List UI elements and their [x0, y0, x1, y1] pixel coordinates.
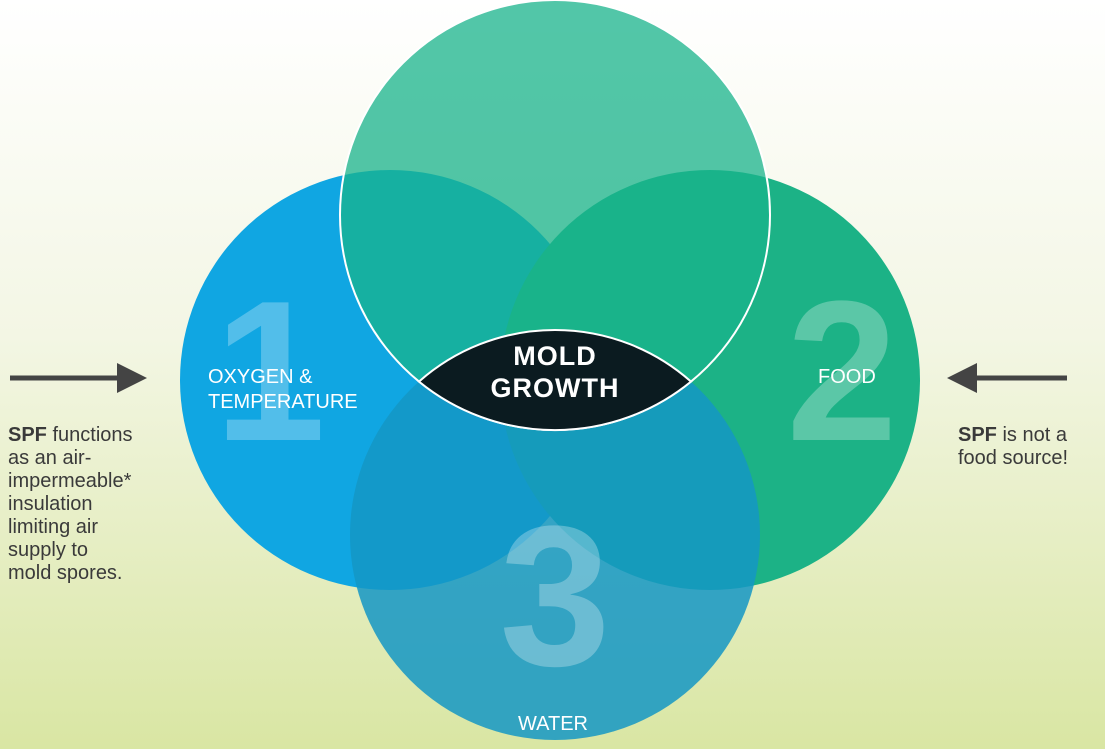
- text-line: mold spores.: [8, 562, 123, 584]
- text-line: limiting air: [8, 516, 98, 538]
- text-line: is not a: [997, 424, 1068, 446]
- number: 1: [214, 260, 325, 483]
- text-line: FOOD: [818, 366, 876, 388]
- text-line: TEMPERATURE: [208, 391, 358, 413]
- text-line: WATER: [518, 713, 588, 735]
- note: SPF functions as an air- impermeable* in…: [8, 424, 138, 584]
- center-label: MOLD GROWTH: [491, 341, 620, 403]
- note: SPF is not a food source!: [958, 424, 1073, 469]
- text-line: insulation: [8, 493, 93, 515]
- text-line: OXYGEN &: [208, 366, 313, 388]
- text-line: impermeable*: [8, 470, 132, 492]
- number: 3: [499, 485, 610, 708]
- label: WATER: [518, 713, 588, 735]
- text-line: SPF: [958, 424, 997, 446]
- center-lens: [417, 329, 693, 431]
- text-line: GROWTH: [491, 373, 620, 403]
- label: FOOD: [818, 366, 876, 388]
- text-line: supply to: [8, 539, 88, 561]
- circle-water: [350, 330, 760, 740]
- text-line: functions: [47, 424, 133, 446]
- text-line: MOLD: [513, 341, 596, 371]
- number: 2: [786, 260, 897, 483]
- label: OXYGEN & TEMPERATURE: [208, 366, 358, 413]
- text-line: food source!: [958, 447, 1068, 469]
- text-line: as an air-: [8, 447, 91, 469]
- text-line: SPF: [8, 424, 47, 446]
